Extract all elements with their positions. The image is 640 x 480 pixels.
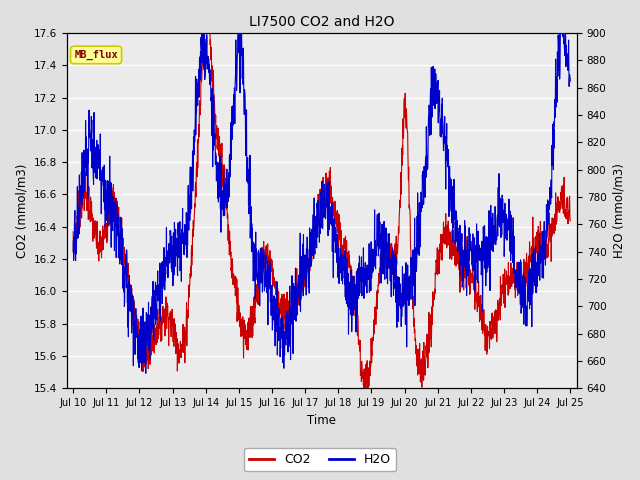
Y-axis label: H2O (mmol/m3): H2O (mmol/m3) — [612, 163, 625, 258]
Legend: CO2, H2O: CO2, H2O — [244, 448, 396, 471]
Y-axis label: CO2 (mmol/m3): CO2 (mmol/m3) — [15, 164, 28, 258]
Text: MB_flux: MB_flux — [74, 50, 118, 60]
X-axis label: Time: Time — [307, 414, 336, 427]
Title: LI7500 CO2 and H2O: LI7500 CO2 and H2O — [249, 15, 394, 29]
